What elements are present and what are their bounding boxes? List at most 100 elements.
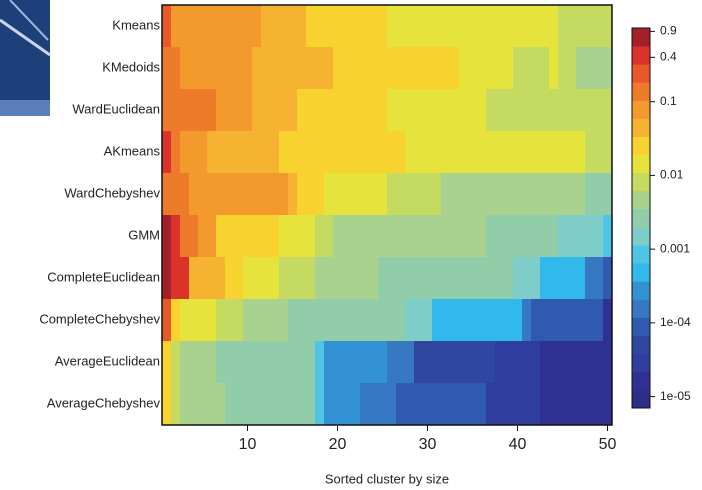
heat-cell [531,341,541,384]
heat-cell [396,131,406,174]
heat-cell [414,341,424,384]
heat-cell [324,215,334,258]
heat-cell [342,383,352,426]
heat-cell [495,131,505,174]
colorbar-tick-label: 1e-05 [660,389,691,403]
heat-cell [594,131,604,174]
heat-cell [594,5,604,48]
heat-cell [432,47,442,90]
heat-cell [558,47,568,90]
heat-cell [189,5,199,48]
heat-cell [324,383,334,426]
heat-cell [279,257,289,300]
heat-cell [315,341,325,384]
heat-cell [414,131,424,174]
row-label: Kmeans [112,17,160,32]
heat-cell [459,131,469,174]
heat-cell [432,173,442,216]
heat-cell [216,215,226,258]
heat-cell [333,383,343,426]
heat-cell [513,215,523,258]
heat-cell [513,5,523,48]
heat-cell [297,5,307,48]
heat-cell [585,341,595,384]
heat-cell [486,341,496,384]
heat-cell [603,89,613,132]
heat-cell [585,5,595,48]
heat-cell [468,47,478,90]
heat-cell [549,257,559,300]
heat-cell [324,341,334,384]
heat-cell [432,383,442,426]
heat-cell [198,5,208,48]
row-label: AverageChebyshev [47,395,161,410]
heat-cell [225,89,235,132]
heat-cell [414,173,424,216]
heat-cell [180,341,190,384]
heat-cell [531,5,541,48]
heat-cell [279,215,289,258]
heat-cell [522,5,532,48]
x-tick-label: 40 [509,436,527,453]
heat-cell [342,299,352,342]
heat-cell [540,383,550,426]
heat-cell [162,215,172,258]
heat-cell [594,299,604,342]
heat-cell [261,5,271,48]
heat-cell [180,89,190,132]
heat-cell [252,173,262,216]
heat-cell [423,131,433,174]
colorbar-tick-label: 1e-04 [660,315,691,329]
heat-cell [333,5,343,48]
heat-cell [432,299,442,342]
heat-cell [252,131,262,174]
heat-cell [576,5,586,48]
heat-cell [297,215,307,258]
heat-cell [549,5,559,48]
colorbar-tick-label: 0.9 [660,24,677,38]
heat-cell [441,173,451,216]
heat-cell [405,131,415,174]
row-label: CompleteEuclidean [47,269,160,284]
plot-frame [161,4,613,426]
row-label: AverageEuclidean [55,353,160,368]
heat-cell [531,89,541,132]
heat-cell [477,173,487,216]
heat-cell [342,131,352,174]
heat-cell [567,383,577,426]
heat-cell [198,215,208,258]
heat-cell [405,5,415,48]
heat-cell [252,47,262,90]
heat-cell [549,173,559,216]
heat-cell [549,47,559,90]
heat-cell [585,383,595,426]
heat-cell [378,5,388,48]
heat-cell [369,383,379,426]
heat-cell [288,215,298,258]
heat-cell [378,47,388,90]
row-label: CompleteChebyshev [39,311,160,326]
row-label: AKmeans [104,143,161,158]
colorbar-bin [632,281,650,300]
heat-cell [495,383,505,426]
heat-cell [342,215,352,258]
heat-cell [279,5,289,48]
heat-cell [558,215,568,258]
heat-cell [432,257,442,300]
heat-cell [243,215,253,258]
heat-cell [288,383,298,426]
heat-cell [351,299,361,342]
heat-cell [297,131,307,174]
heat-cell [378,131,388,174]
heat-cell [576,89,586,132]
heat-cell [306,89,316,132]
heat-cell [234,47,244,90]
heat-cell [495,299,505,342]
heat-cell [396,47,406,90]
heat-cell [324,5,334,48]
heat-cell [261,47,271,90]
heat-cell [540,47,550,90]
heat-cell [414,5,424,48]
heat-cell [216,131,226,174]
heat-cell [234,383,244,426]
